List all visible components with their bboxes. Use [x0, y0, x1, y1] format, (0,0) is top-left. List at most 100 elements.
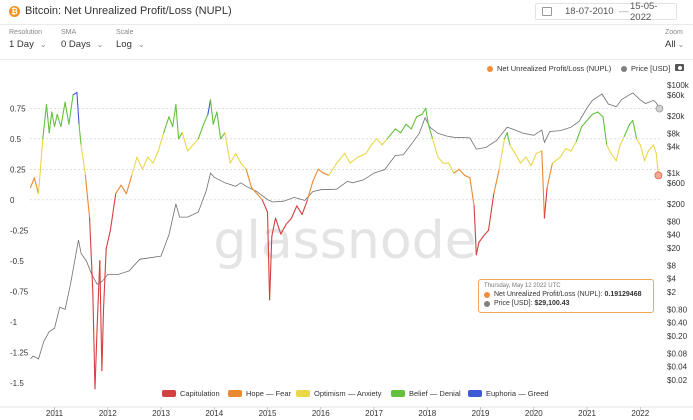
nupl-series-segment	[178, 132, 183, 140]
nupl-series-segment	[581, 119, 588, 128]
y2-tick-label: $0.20	[667, 332, 688, 341]
nupl-series-segment	[141, 156, 149, 170]
legend-item-price[interactable]: Price [USD]	[621, 64, 670, 73]
date-from[interactable]: 18-07-2010	[565, 6, 614, 17]
y2-tick-label: $0.02	[667, 376, 688, 385]
resolution-value: 1 Day	[9, 39, 34, 50]
y2-tick-label: $2	[667, 288, 676, 297]
price-hover-point	[655, 104, 664, 113]
chevron-down-icon: ⌄	[39, 40, 47, 49]
nupl-series-segment	[125, 174, 133, 195]
tooltip-dot	[484, 291, 490, 298]
nupl-series-segment	[519, 156, 527, 164]
date-to[interactable]: 15-05-2022	[630, 0, 658, 23]
legend-euphoria-greed[interactable]: Euphoria — Greed	[468, 389, 549, 398]
nupl-series-segment	[478, 235, 484, 244]
nupl-series-segment	[336, 152, 346, 164]
nupl-series-segment	[203, 113, 209, 125]
nupl-series-segment	[575, 126, 583, 142]
nupl-series-segment	[172, 104, 177, 128]
date-range-picker[interactable]: 18-07-2010 — 15-05-2022	[535, 0, 677, 23]
nupl-series-segment	[475, 241, 480, 256]
nupl-series-segment	[84, 174, 91, 219]
nupl-series-segment	[591, 111, 599, 115]
y-tick-label: -1	[10, 318, 18, 327]
tooltip-nupl-value: 0.19129468	[604, 291, 642, 298]
nupl-series-segment	[269, 235, 273, 301]
y-tick-label: 0.25	[10, 165, 26, 174]
nupl-series-segment	[64, 101, 70, 125]
nupl-series-segment	[42, 104, 48, 140]
legend-capitulation[interactable]: Capitulation	[162, 389, 220, 398]
zoom-select[interactable]: Zoom All ⌄	[665, 29, 684, 50]
nupl-series-segment	[546, 162, 553, 189]
nupl-series-segment	[157, 132, 165, 152]
nupl-series-segment	[274, 217, 282, 235]
y2-tick-label: $0.40	[667, 319, 688, 328]
nupl-series-segment	[68, 94, 74, 125]
legend-item-nupl[interactable]: Net Unrealized Profit/Loss (NUPL)	[487, 64, 611, 73]
nupl-series-segment	[653, 144, 657, 154]
price-series-line	[30, 92, 660, 360]
x-tick-label: 2012	[99, 409, 117, 418]
x-tick-label: 2019	[472, 409, 490, 418]
nupl-series-segment	[535, 150, 543, 154]
nupl-series-segment	[410, 116, 418, 130]
scale-select[interactable]: Scale Log ⌄	[116, 29, 145, 50]
nupl-series-segment	[92, 290, 96, 390]
nupl-series-segment	[559, 148, 567, 158]
date-separator: —	[619, 6, 629, 17]
nupl-series-segment	[33, 177, 40, 195]
x-tick-label: 2016	[312, 409, 330, 418]
chevron-down-icon: ⌄	[96, 40, 104, 49]
nupl-series-segment	[285, 217, 293, 225]
legend-swatch	[162, 390, 176, 397]
nupl-series-segment	[207, 99, 212, 115]
nupl-series-segment	[105, 229, 111, 250]
x-tick-label: 2018	[418, 409, 436, 418]
nupl-series-segment	[306, 180, 314, 201]
nupl-series-segment	[60, 101, 66, 128]
camera-icon[interactable]	[675, 64, 684, 71]
legend-label: Capitulation	[180, 389, 220, 398]
nupl-series-segment	[187, 144, 194, 152]
legend-swatch	[468, 390, 482, 397]
y2-tick-label: $200	[667, 200, 685, 209]
nupl-series-segment	[136, 156, 143, 170]
sma-select[interactable]: SMA 0 Days ⌄	[61, 29, 103, 50]
y-tick-label: -0.25	[10, 226, 29, 235]
nupl-series-segment	[51, 111, 56, 128]
x-tick-label: 2011	[46, 409, 64, 418]
nupl-series-segment	[229, 152, 237, 164]
nupl-series-segment	[425, 107, 429, 125]
legend-belief-denial[interactable]: Belief — Denial	[391, 389, 461, 398]
y-tick-label: 0	[10, 196, 15, 205]
calendar-icon	[542, 7, 552, 16]
y2-tick-label: $20k	[667, 112, 685, 121]
y2-tick-label: $1k	[667, 169, 681, 178]
nupl-series-segment	[266, 211, 271, 301]
nupl-series-segment	[48, 111, 53, 134]
resolution-select[interactable]: Resolution 1 Day ⌄	[9, 29, 47, 50]
bitcoin-logo-icon: ₿	[9, 6, 20, 17]
nupl-series-segment	[473, 205, 477, 256]
nupl-series-segment	[570, 140, 577, 152]
nupl-series-segment	[296, 205, 303, 215]
nupl-series-segment	[636, 138, 641, 146]
legend-hope-fear[interactable]: Hope — Fear	[228, 389, 291, 398]
nupl-series-segment	[120, 184, 127, 195]
scale-value: Log	[116, 39, 132, 50]
y2-tick-label: $20	[667, 244, 681, 253]
y2-tick-label: $0.08	[667, 349, 688, 358]
x-tick-label: 2013	[152, 409, 170, 418]
y-tick-label: -1.5	[10, 379, 24, 388]
x-tick-label: 2020	[525, 409, 543, 418]
x-tick-label: 2022	[631, 409, 649, 418]
nupl-series-segment	[469, 177, 475, 207]
nupl-series-segment	[250, 187, 258, 195]
nupl-series-segment	[261, 199, 269, 213]
legend-optimism-anxiety[interactable]: Optimism — Anxiety	[296, 389, 382, 398]
y2-tick-label: $8	[667, 261, 676, 270]
nupl-series-segment	[328, 162, 338, 176]
legend-label: Optimism — Anxiety	[314, 389, 382, 398]
